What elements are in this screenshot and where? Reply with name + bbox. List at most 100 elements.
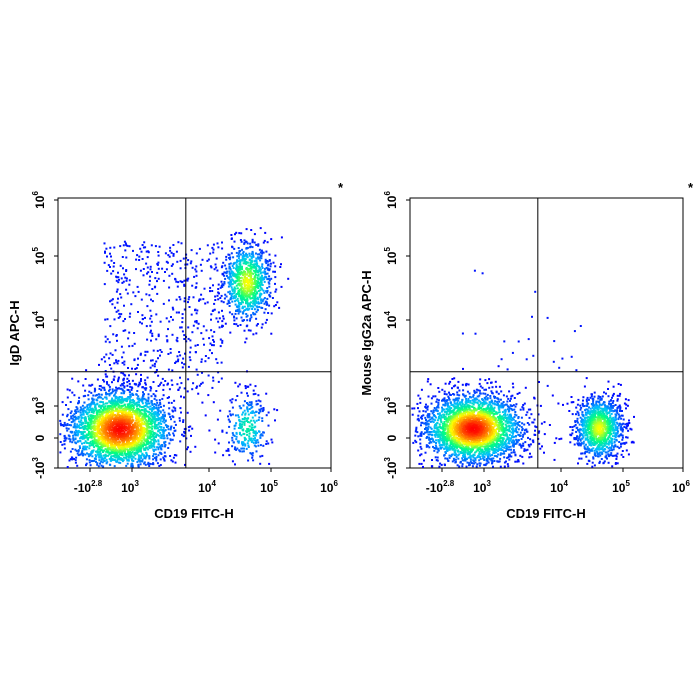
- event-dot: [167, 401, 170, 404]
- event-dot: [107, 416, 110, 419]
- event-dot: [148, 455, 151, 458]
- event-dot: [234, 414, 237, 417]
- event-dot: [136, 397, 139, 400]
- event-dot: [423, 459, 425, 462]
- event-dot: [135, 401, 138, 404]
- event-dot: [98, 363, 100, 366]
- event-dot: [133, 332, 136, 334]
- event-dot: [158, 245, 161, 248]
- event-dot: [143, 430, 146, 433]
- event-dot: [148, 457, 151, 460]
- event-dot: [523, 448, 526, 451]
- event-dot: [274, 282, 276, 285]
- event-dot: [534, 429, 536, 432]
- event-dot: [161, 420, 164, 423]
- event-dot: [269, 262, 272, 265]
- event-dot: [95, 439, 98, 442]
- event-dot: [68, 435, 71, 438]
- event-dot: [120, 396, 123, 399]
- event-dot: [104, 427, 107, 430]
- event-dot: [150, 400, 153, 403]
- event-dot: [71, 458, 74, 461]
- event-dot: [126, 292, 129, 295]
- event-dot: [181, 313, 184, 316]
- event-dot: [245, 419, 248, 422]
- event-dot: [117, 399, 120, 402]
- event-dots: [59, 227, 290, 468]
- event-dot: [86, 422, 89, 425]
- event-dot: [107, 439, 110, 442]
- event-dot: [187, 259, 190, 262]
- event-dot: [260, 283, 263, 286]
- event-dot: [135, 442, 138, 445]
- event-dot: [267, 411, 270, 414]
- event-dot: [109, 252, 111, 255]
- event-dot: [159, 431, 162, 434]
- event-dot: [253, 241, 256, 244]
- event-dot: [74, 409, 77, 412]
- event-dot: [180, 326, 183, 329]
- event-dot: [144, 422, 147, 425]
- event-dot: [247, 421, 249, 423]
- event-dot: [100, 435, 103, 438]
- event-dot: [110, 424, 113, 427]
- event-dot: [243, 255, 246, 258]
- event-dot: [112, 399, 115, 402]
- event-dot: [171, 272, 174, 275]
- event-dot: [237, 247, 240, 249]
- event-dot: [128, 283, 131, 286]
- event-dot: [98, 455, 101, 458]
- event-dot: [241, 283, 243, 286]
- event-dot: [148, 426, 151, 429]
- event-dot: [104, 439, 107, 442]
- event-dot: [107, 384, 110, 387]
- event-dot: [236, 273, 239, 276]
- event-dot: [235, 293, 238, 295]
- event-dot: [116, 400, 119, 403]
- event-dot: [448, 446, 451, 449]
- event-dot: [155, 360, 158, 363]
- event-dot: [100, 445, 102, 448]
- event-dot: [241, 289, 244, 292]
- event-dot: [133, 425, 136, 428]
- event-dot: [244, 298, 247, 301]
- event-dot: [529, 438, 532, 441]
- event-dot: [110, 255, 112, 258]
- event-dot: [239, 263, 242, 266]
- event-dot: [240, 303, 243, 305]
- event-dot: [183, 431, 186, 434]
- event-dot: [133, 452, 136, 455]
- event-dot: [257, 441, 260, 444]
- event-dot: [145, 420, 148, 423]
- event-dot: [118, 447, 121, 450]
- event-dot: [220, 300, 223, 303]
- event-dot: [129, 454, 131, 457]
- event-dot: [190, 434, 192, 437]
- event-dot: [132, 249, 134, 252]
- event-dot: [157, 333, 160, 336]
- event-dot: [150, 359, 152, 362]
- event-dot: [156, 462, 159, 465]
- event-dot: [233, 274, 236, 277]
- event-dot: [110, 419, 113, 422]
- event-dot: [176, 285, 179, 288]
- event-dot: [103, 449, 105, 452]
- event-dot: [268, 275, 271, 278]
- event-dot: [236, 277, 239, 280]
- event-dot: [245, 447, 248, 450]
- event-dot: [179, 440, 182, 443]
- event-dot: [215, 317, 218, 320]
- event-dot: [227, 415, 229, 418]
- event-dot: [149, 309, 152, 312]
- event-dot: [126, 416, 128, 419]
- event-dot: [99, 437, 102, 440]
- event-dot: [107, 412, 110, 415]
- event-dot: [119, 461, 122, 464]
- event-dot: [196, 344, 199, 346]
- event-dot: [114, 430, 117, 433]
- event-dot: [144, 444, 147, 447]
- event-dot: [504, 429, 507, 432]
- event-dot: [150, 298, 152, 301]
- event-dot: [167, 254, 170, 257]
- event-dot: [72, 414, 74, 417]
